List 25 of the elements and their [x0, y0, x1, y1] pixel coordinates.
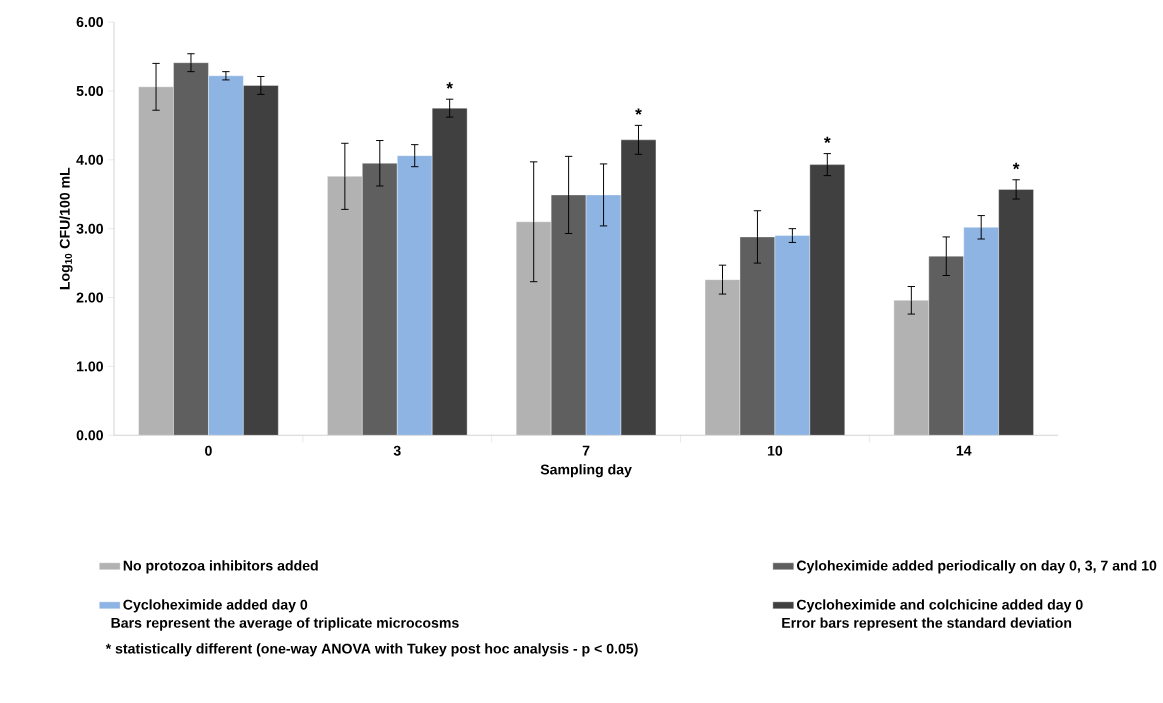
legend-label: Cycloheximide added day 0	[123, 599, 308, 613]
legend-label: Cycloheximide and colchicine added day 0	[796, 599, 1083, 613]
y-tick-label: 3.00	[76, 223, 103, 234]
x-tick-label: 0	[205, 445, 212, 456]
data-label: *	[635, 108, 642, 116]
x-tick-label: 7	[582, 445, 590, 456]
x-tick-label: 10	[767, 445, 783, 456]
legend-label: No protozoa inhibitors added	[123, 560, 318, 574]
x-tick-label: 14	[956, 445, 972, 456]
y-tick-label: 2.00	[76, 292, 103, 303]
data-label: *	[824, 136, 831, 144]
text: * statistically different (one-way ANOVA with Tukey post hoc analysis - p < 0.05)	[105, 643, 638, 657]
y-tick-label: 5.00	[76, 86, 103, 97]
y-axis-title: Log$_{10}$ CFU/100 mL	[59, 167, 73, 290]
x-axis-title: Sampling day	[540, 464, 632, 478]
x-tick-label: 3	[393, 445, 401, 456]
y-tick-label: 1.00	[77, 361, 103, 372]
data-label: *	[1012, 163, 1020, 170]
text: Bars represent the average of triplicate microcosms	[111, 617, 459, 631]
data-label: *	[446, 82, 453, 89]
legend-label: Cyloheximide added periodically on day 0, 3, 7 and 10	[796, 560, 1157, 574]
text: Error bars represent the standard deviation	[782, 617, 1072, 631]
y-tick-label: 4.00	[76, 155, 103, 166]
y-tick-label: 6.00	[76, 17, 103, 28]
y-tick-label: 0.00	[76, 430, 103, 441]
